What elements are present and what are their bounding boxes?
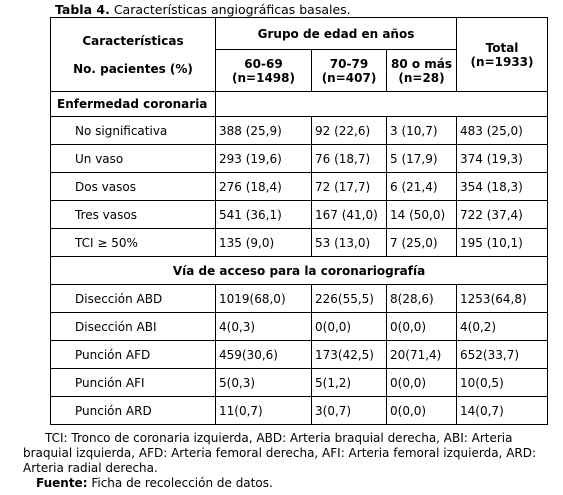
- header-group-70-79: 70-79 (n=407): [311, 49, 387, 92]
- angiographic-characteristics-table: Características No. pacientes (%) Grupo …: [49, 17, 549, 425]
- abbreviations-note: TCI: Tronco de coronaria izquierda, ABD:…: [23, 431, 537, 475]
- source-label: Fuente:: [36, 476, 88, 490]
- cell-total: 722 (37,4): [456, 200, 549, 229]
- table-footnote: TCI: Tronco de coronaria izquierda, ABD:…: [23, 431, 553, 491]
- cell-80-plus: 3 (10,7): [385, 116, 458, 145]
- cell-60-69: 541 (36,1): [215, 200, 312, 229]
- cell-total: 1253(64,8): [456, 284, 549, 313]
- cell-80-plus: 8(28,6): [385, 284, 458, 313]
- table-row: Un vaso 293 (19,6) 76 (18,7) 5 (17,9) 37…: [50, 144, 549, 173]
- row-label: Disección ABD: [50, 284, 216, 313]
- cell-70-79: 167 (41,0): [311, 200, 387, 229]
- row-label: Disección ABI: [50, 312, 216, 341]
- header-group-70-79-label: 70-79: [329, 56, 369, 71]
- table-row: Disección ABI 4(0,3) 0(0,0) 0(0,0) 4(0,2…: [50, 312, 549, 341]
- header-group-80-plus-label: 80 o más: [390, 56, 453, 71]
- table-row: Punción AFD 459(30,6) 173(42,5) 20(71,4)…: [50, 340, 549, 369]
- header-total-label: Total: [485, 40, 519, 55]
- cell-60-69: 1019(68,0): [215, 284, 312, 313]
- cell-70-79: 5(1,2): [311, 368, 387, 397]
- table-row: Disección ABD 1019(68,0) 226(55,5) 8(28,…: [50, 284, 549, 313]
- cell-60-69: 11(0,7): [215, 396, 312, 425]
- header-row-1: Características No. pacientes (%) Grupo …: [50, 17, 549, 92]
- cell-60-69: 5(0,3): [215, 368, 312, 397]
- cell-70-79: 72 (17,7): [311, 172, 387, 201]
- row-label: No significativa: [50, 116, 216, 145]
- cell-80-plus: 0(0,0): [385, 368, 458, 397]
- header-characteristics-label: Características: [82, 33, 184, 48]
- row-label: Punción ARD: [50, 396, 216, 425]
- cell-total: 4(0,2): [456, 312, 549, 341]
- row-label: Tres vasos: [50, 200, 216, 229]
- cell-70-79: 76 (18,7): [311, 144, 387, 173]
- table-row: No significativa 388 (25,9) 92 (22,6) 3 …: [50, 116, 549, 145]
- header-group-80-plus-n: (n=28): [398, 70, 445, 85]
- cell-70-79: 92 (22,6): [311, 116, 387, 145]
- table-row: Tres vasos 541 (36,1) 167 (41,0) 14 (50,…: [50, 200, 549, 229]
- header-characteristics: Características No. pacientes (%): [50, 17, 216, 92]
- header-group-60-69-label: 60-69: [244, 56, 283, 71]
- section-empty-cell: [214, 91, 549, 117]
- cell-60-69: 135 (9,0): [215, 228, 312, 257]
- header-group-70-79-n: (n=407): [321, 70, 377, 85]
- cell-total: 10(0,5): [456, 368, 549, 397]
- cell-total: 652(33,7): [456, 340, 549, 369]
- source-text: Ficha de recolección de datos.: [91, 476, 273, 490]
- caption-text: Características angiográficas basales.: [113, 2, 351, 17]
- source-note: Fuente: Ficha de recolección de datos.: [23, 476, 553, 491]
- row-label: Dos vasos: [50, 172, 216, 201]
- header-age-group: Grupo de edad en años: [214, 17, 458, 50]
- cell-total: 374 (19,3): [456, 144, 549, 173]
- cell-total: 483 (25,0): [456, 116, 549, 145]
- header-total: Total (n=1933): [456, 17, 549, 92]
- section-title-coronary-disease: Enfermedad coronaria: [50, 91, 216, 117]
- cell-60-69: 388 (25,9): [215, 116, 312, 145]
- cell-80-plus: 5 (17,9): [385, 144, 458, 173]
- header-group-80-plus: 80 o más (n=28): [385, 49, 458, 92]
- cell-total: 14(0,7): [456, 396, 549, 425]
- cell-70-79: 0(0,0): [311, 312, 387, 341]
- cell-70-79: 226(55,5): [311, 284, 387, 313]
- cell-60-69: 293 (19,6): [215, 144, 312, 173]
- header-patients-label: No. pacientes (%): [73, 61, 193, 76]
- caption-label: Tabla 4.: [55, 2, 110, 17]
- header-group-60-69-n: (n=1498): [232, 70, 295, 85]
- cell-80-plus: 20(71,4): [385, 340, 458, 369]
- section-row-access-route: Vía de acceso para la coronariografía: [49, 256, 549, 285]
- row-label: Punción AFD: [50, 340, 216, 369]
- section-title-access-route: Vía de acceso para la coronariografía: [49, 256, 549, 285]
- row-label: TCI ≥ 50%: [50, 228, 216, 257]
- cell-80-plus: 6 (21,4): [385, 172, 458, 201]
- cell-total: 195 (10,1): [456, 228, 549, 257]
- header-group-60-69: 60-69 (n=1498): [215, 49, 312, 92]
- table-row: Dos vasos 276 (18,4) 72 (17,7) 6 (21,4) …: [50, 172, 549, 201]
- cell-70-79: 173(42,5): [311, 340, 387, 369]
- cell-70-79: 53 (13,0): [311, 228, 387, 257]
- header-total-n: (n=1933): [470, 54, 534, 69]
- row-label: Un vaso: [50, 144, 216, 173]
- cell-60-69: 276 (18,4): [215, 172, 312, 201]
- row-label: Punción AFI: [50, 368, 216, 397]
- cell-60-69: 459(30,6): [215, 340, 312, 369]
- cell-80-plus: 7 (25,0): [385, 228, 458, 257]
- table-row: Punción ARD 11(0,7) 3(0,7) 0(0,0) 14(0,7…: [50, 396, 549, 425]
- cell-total: 354 (18,3): [456, 172, 549, 201]
- cell-60-69: 4(0,3): [215, 312, 312, 341]
- cell-80-plus: 0(0,0): [385, 396, 458, 425]
- cell-80-plus: 0(0,0): [385, 312, 458, 341]
- section-row-coronary-disease: Enfermedad coronaria: [50, 91, 549, 117]
- table-row: Punción AFI 5(0,3) 5(1,2) 0(0,0) 10(0,5): [50, 368, 549, 397]
- table-caption: Tabla 4. Características angiográficas b…: [55, 2, 351, 18]
- table-row: TCI ≥ 50% 135 (9,0) 53 (13,0) 7 (25,0) 1…: [50, 228, 549, 257]
- cell-70-79: 3(0,7): [311, 396, 387, 425]
- header-row-2: 60-69 (n=1498) 70-79 (n=407) 80 o más (n=28…: [51, 49, 548, 92]
- cell-80-plus: 14 (50,0): [385, 200, 458, 229]
